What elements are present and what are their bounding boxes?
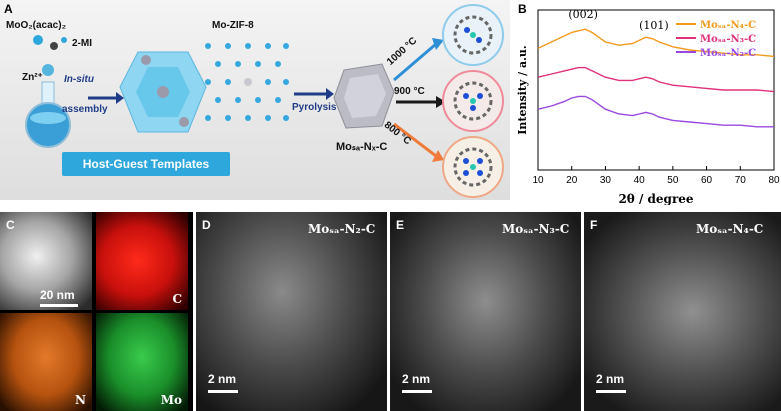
series-line-3 bbox=[537, 95, 774, 128]
map-label-c: C bbox=[172, 292, 182, 306]
x-axis-label: 2θ / degree bbox=[618, 192, 693, 205]
panel-letter-d: D bbox=[202, 218, 211, 232]
x-tick-label-70: 70 bbox=[735, 175, 747, 186]
precursor-moo2-label: MoO₂(acac)₂ bbox=[6, 20, 67, 31]
xrd-chart: 10 20 30 40 50 60 70 80 Moₛₐ-N₄-C Moₛₐ-N₃-C Moₛₐ-… bbox=[516, 8, 780, 206]
panel-letter-c: C bbox=[6, 218, 15, 232]
pyrolysis-label: Pyrolysis bbox=[292, 102, 337, 113]
x-tick-label-80: 80 bbox=[768, 175, 780, 186]
series-line-1 bbox=[537, 28, 775, 58]
legend-label-3: Moₛₐ-N₂-C bbox=[700, 48, 756, 59]
legend-label-1: Moₛₐ-N₄-C bbox=[700, 20, 756, 31]
x-tick-label-10: 10 bbox=[532, 175, 544, 186]
carbon-map: C bbox=[96, 212, 188, 310]
x-tick-label-30: 30 bbox=[600, 175, 612, 186]
panel-letter-a: A bbox=[4, 2, 13, 16]
arrow-assembly-icon bbox=[88, 92, 124, 104]
x-tick-label-50: 50 bbox=[667, 175, 679, 186]
series-line-2 bbox=[537, 66, 775, 93]
cage-structure-icon bbox=[119, 51, 207, 133]
title-mosa-n2-c: Moₛₐ-N₂-C bbox=[308, 222, 376, 236]
carbon-particle-icon bbox=[333, 63, 395, 129]
xrd-chart-panel: B 10 20 30 40 50 60 70 80 Moₛₐ-N₄-C Moₛₐ-N₃-C Moₛ… bbox=[512, 0, 781, 206]
zinc-ion-label: Zn²⁺ bbox=[22, 72, 43, 83]
scale-bar-d bbox=[208, 390, 238, 393]
x-tick-label-20: 20 bbox=[566, 175, 578, 186]
haadf-image-n4: F Moₛₐ-N₄-C 2 nm bbox=[584, 212, 781, 411]
precursor-2mi-label: 2-MI bbox=[72, 38, 92, 49]
scale-bar-20nm bbox=[40, 304, 78, 307]
arrow-pyrolysis-icon bbox=[294, 88, 334, 100]
schematic-panel: A MoO₂(acac)₂ 2-MI Zn²⁺ In-situ assembly… bbox=[0, 0, 510, 200]
panel-letter-b: B bbox=[518, 2, 527, 16]
molecular-structures-icon bbox=[453, 15, 493, 187]
haadf-image-n3: E Moₛₐ-N₃-C 2 nm bbox=[390, 212, 581, 411]
assembly-label: assembly bbox=[62, 104, 108, 115]
haadf-map: C 20 nm bbox=[0, 212, 92, 310]
eds-mapping-panel: C 20 nm C N Mo bbox=[0, 212, 193, 411]
y-axis-label: Intensity / a.u. bbox=[516, 45, 529, 135]
peak-002-label: (002) bbox=[568, 8, 598, 21]
scale-20nm-label: 20 nm bbox=[40, 288, 75, 302]
panel-letter-f: F bbox=[590, 218, 598, 232]
plot-frame bbox=[537, 9, 775, 171]
temp-900-label: 900 °C bbox=[394, 86, 425, 97]
title-mosa-n4-c: Moₛₐ-N₄-C bbox=[696, 222, 764, 236]
haadf-image-n2: D Moₛₐ-N₂-C 2 nm bbox=[196, 212, 387, 411]
panel-letter-e: E bbox=[396, 218, 405, 232]
mo-zif8-label: Mo-ZIF-8 bbox=[212, 20, 254, 31]
reaction-flask-icon bbox=[25, 35, 71, 148]
scale-bar-f bbox=[596, 390, 626, 393]
title-mosa-n3-c: Moₛₐ-N₃-C bbox=[502, 222, 570, 236]
in-situ-label: In-situ bbox=[64, 74, 94, 85]
nitrogen-map: N bbox=[0, 313, 92, 411]
mo-sa-nx-c-label: Moₛₐ-Nₓ-C bbox=[336, 141, 388, 153]
peak-101-label: (101) bbox=[639, 19, 669, 32]
scale-2nm-label-e: 2 nm bbox=[402, 372, 431, 386]
x-tick-label-60: 60 bbox=[701, 175, 713, 186]
legend-label-2: Moₛₐ-N₃-C bbox=[700, 34, 756, 45]
zif8-lattice-icon bbox=[205, 43, 289, 121]
map-label-mo: Mo bbox=[160, 393, 182, 407]
host-guest-banner: Host-Guest Templates bbox=[62, 152, 230, 176]
scale-bar-e bbox=[402, 390, 432, 393]
map-label-n: N bbox=[75, 393, 86, 407]
scale-2nm-label-d: 2 nm bbox=[208, 372, 237, 386]
scale-2nm-label-f: 2 nm bbox=[596, 372, 625, 386]
temperature-arrows-icon bbox=[393, 38, 446, 162]
x-tick-label-40: 40 bbox=[634, 175, 646, 186]
molybdenum-map: Mo bbox=[96, 313, 188, 411]
